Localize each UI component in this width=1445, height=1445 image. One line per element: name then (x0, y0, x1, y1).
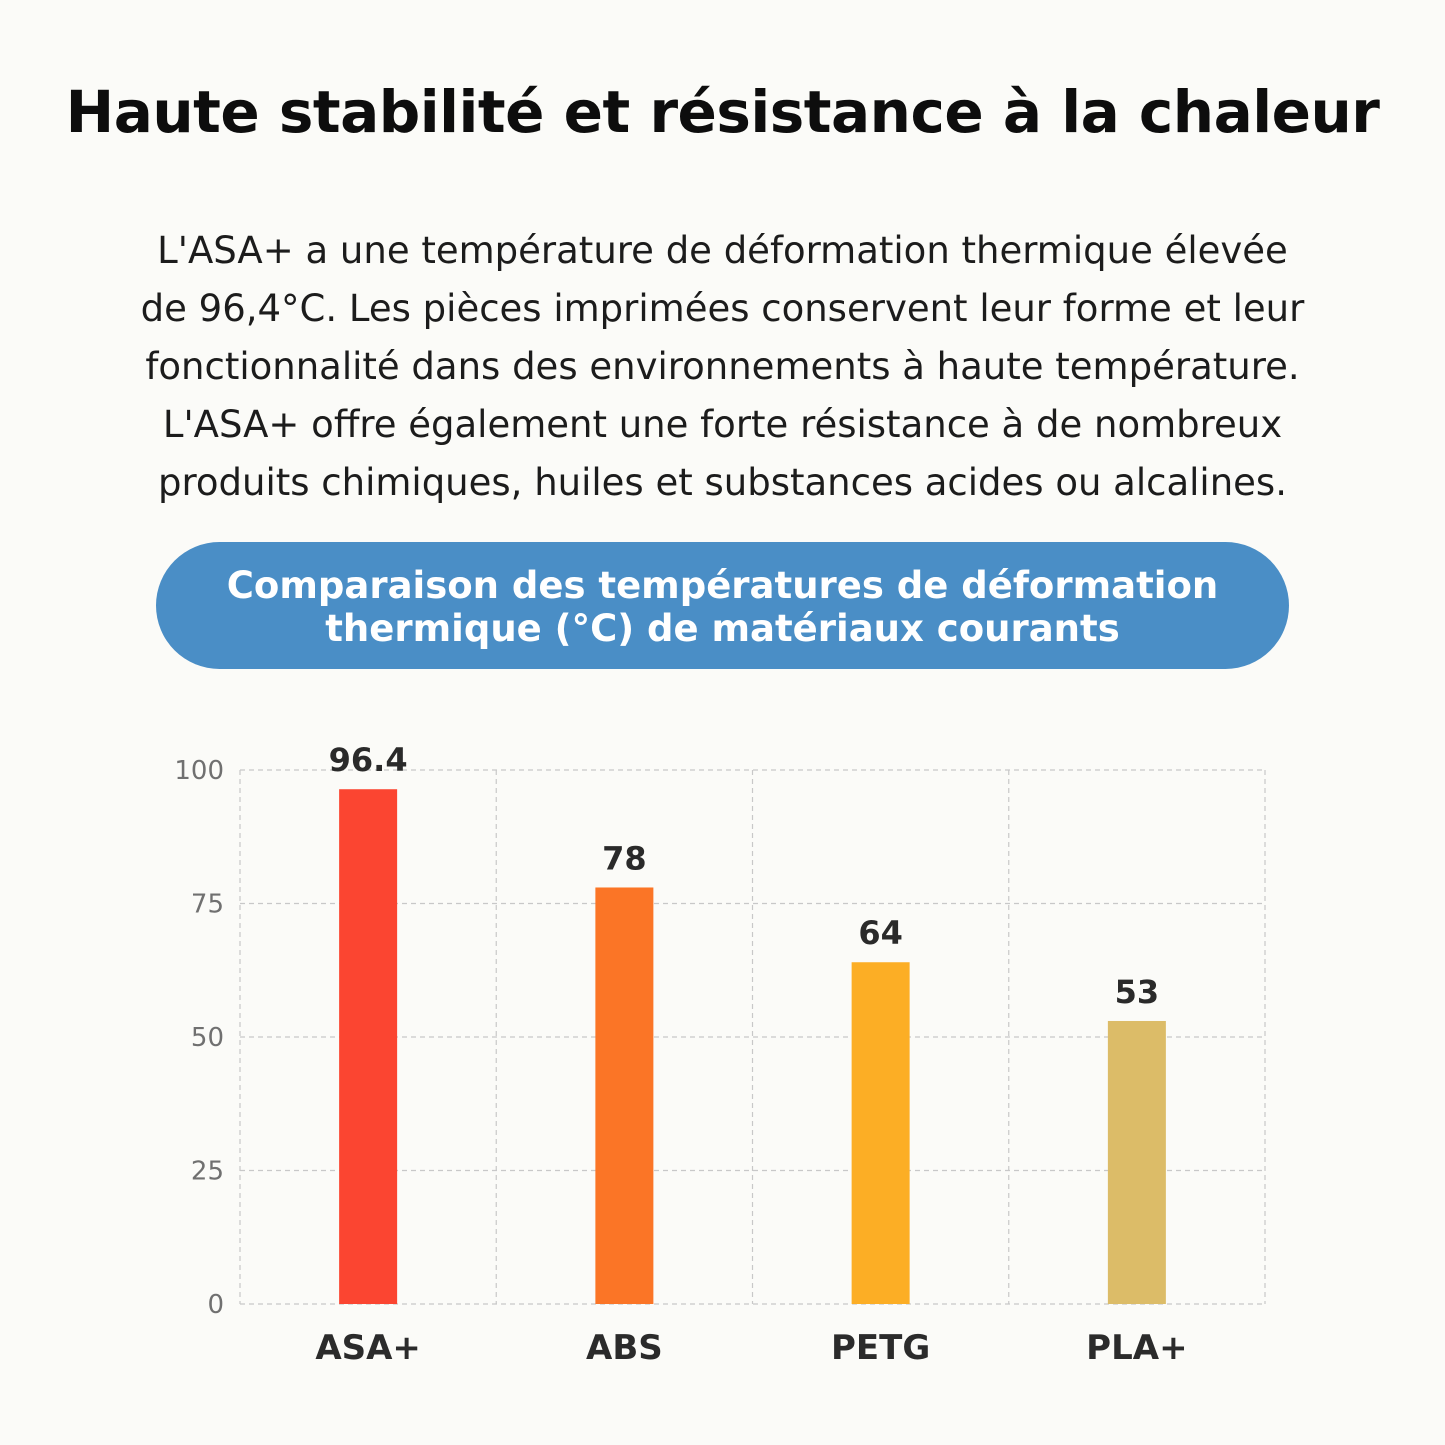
y-tick-label: 50 (191, 1023, 224, 1053)
description-line: de 96,4°C. Les pièces imprimées conserve… (140, 287, 1305, 330)
description-line: produits chimiques, huiles et substances… (158, 461, 1287, 504)
bar (595, 887, 654, 1304)
x-category-label: PETG (831, 1328, 930, 1368)
x-category-label: ASA+ (315, 1328, 421, 1368)
x-category-label: ABS (586, 1328, 663, 1368)
y-tick-label: 0 (207, 1290, 224, 1320)
y-tick-label: 100 (174, 756, 224, 786)
page-title: Haute stabilité et résistance à la chale… (65, 78, 1380, 146)
y-tick-label: 75 (191, 890, 224, 920)
description-line: L'ASA+ a une température de déformation … (157, 229, 1288, 272)
bar-value-label: 78 (602, 839, 647, 877)
description-line: L'ASA+ offre également une forte résista… (162, 403, 1283, 446)
chart-title-line: Comparaison des températures de déformat… (226, 564, 1219, 607)
bar (339, 789, 398, 1304)
y-tick-label: 25 (191, 1157, 224, 1187)
bar (851, 962, 910, 1304)
chart-title-banner: Comparaison des températures de déformat… (156, 542, 1289, 669)
description-line: fonctionnalité dans des environnements à… (145, 345, 1300, 388)
bar-value-label: 96.4 (329, 741, 408, 779)
description-paragraph: L'ASA+ a une température de déformation … (95, 222, 1350, 512)
bar-value-label: 64 (858, 914, 903, 952)
x-category-label: PLA+ (1086, 1328, 1187, 1368)
chart-title-line: thermique (°C) de matériaux courants (325, 607, 1120, 650)
bar (1107, 1020, 1166, 1304)
bar-chart: 0 25 50 75 100 96.4 ASA+ 78 ABS 64 PETG 53 PLA+ (174, 741, 1266, 1368)
bar-value-label: 53 (1115, 973, 1160, 1011)
